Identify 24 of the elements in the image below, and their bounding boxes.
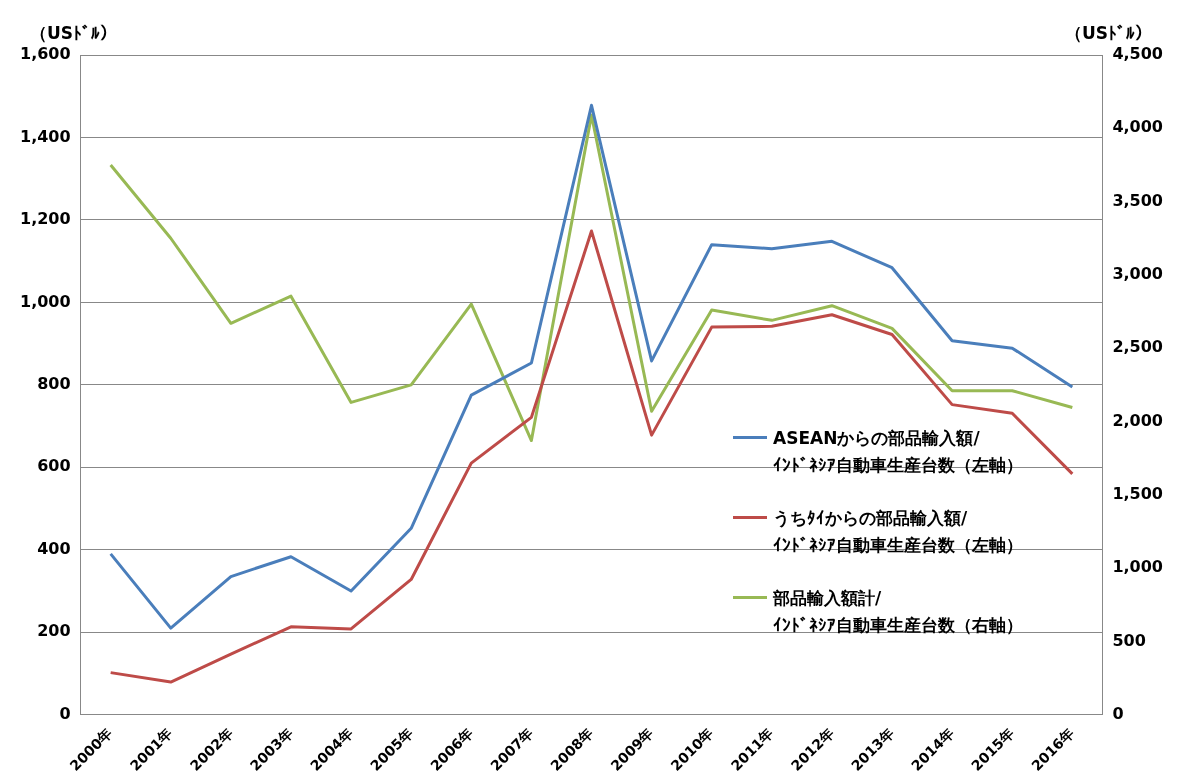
y-tick-label: 200 [37, 621, 71, 641]
y-tick-label: 1,000 [20, 291, 71, 311]
y2-tick-label: 2,500 [1112, 337, 1163, 357]
legend-label: ASEANからの部品輸入額/ ｲﾝﾄﾞﾈｼｱ自動車生産台数（左軸） [773, 427, 1023, 477]
y2-tick-label: 0 [1112, 703, 1124, 723]
y-tick-label: 1,400 [20, 126, 71, 146]
legend-label: 部品輸入額計/ ｲﾝﾄﾞﾈｼｱ自動車生産台数（右軸） [773, 587, 1023, 637]
y2-tick-label: 1,500 [1112, 483, 1163, 503]
y2-tick-label: 4,500 [1112, 44, 1163, 64]
y-tick-label: 800 [37, 373, 71, 393]
y-tick-label: 0 [59, 703, 71, 723]
y-tick-label: 1,200 [20, 209, 71, 229]
y2-tick-label: 1,000 [1112, 557, 1163, 577]
y-tick-label: 400 [37, 538, 71, 558]
y2-tick-label: 500 [1112, 630, 1146, 650]
y2-tick-label: 2,000 [1112, 410, 1163, 430]
y2-tick-label: 3,500 [1112, 190, 1163, 210]
legend-label: うちﾀｲからの部品輸入額/ ｲﾝﾄﾞﾈｼｱ自動車生産台数（左軸） [773, 507, 1023, 557]
y-axis-title: （USﾄﾞﾙ） [30, 22, 118, 45]
y2-axis-title: （USﾄﾞﾙ） [1065, 22, 1153, 45]
y-tick-label: 1,600 [20, 44, 71, 64]
y2-tick-label: 3,000 [1112, 264, 1163, 284]
y-tick-label: 600 [37, 456, 71, 476]
y2-tick-label: 4,000 [1112, 117, 1163, 137]
